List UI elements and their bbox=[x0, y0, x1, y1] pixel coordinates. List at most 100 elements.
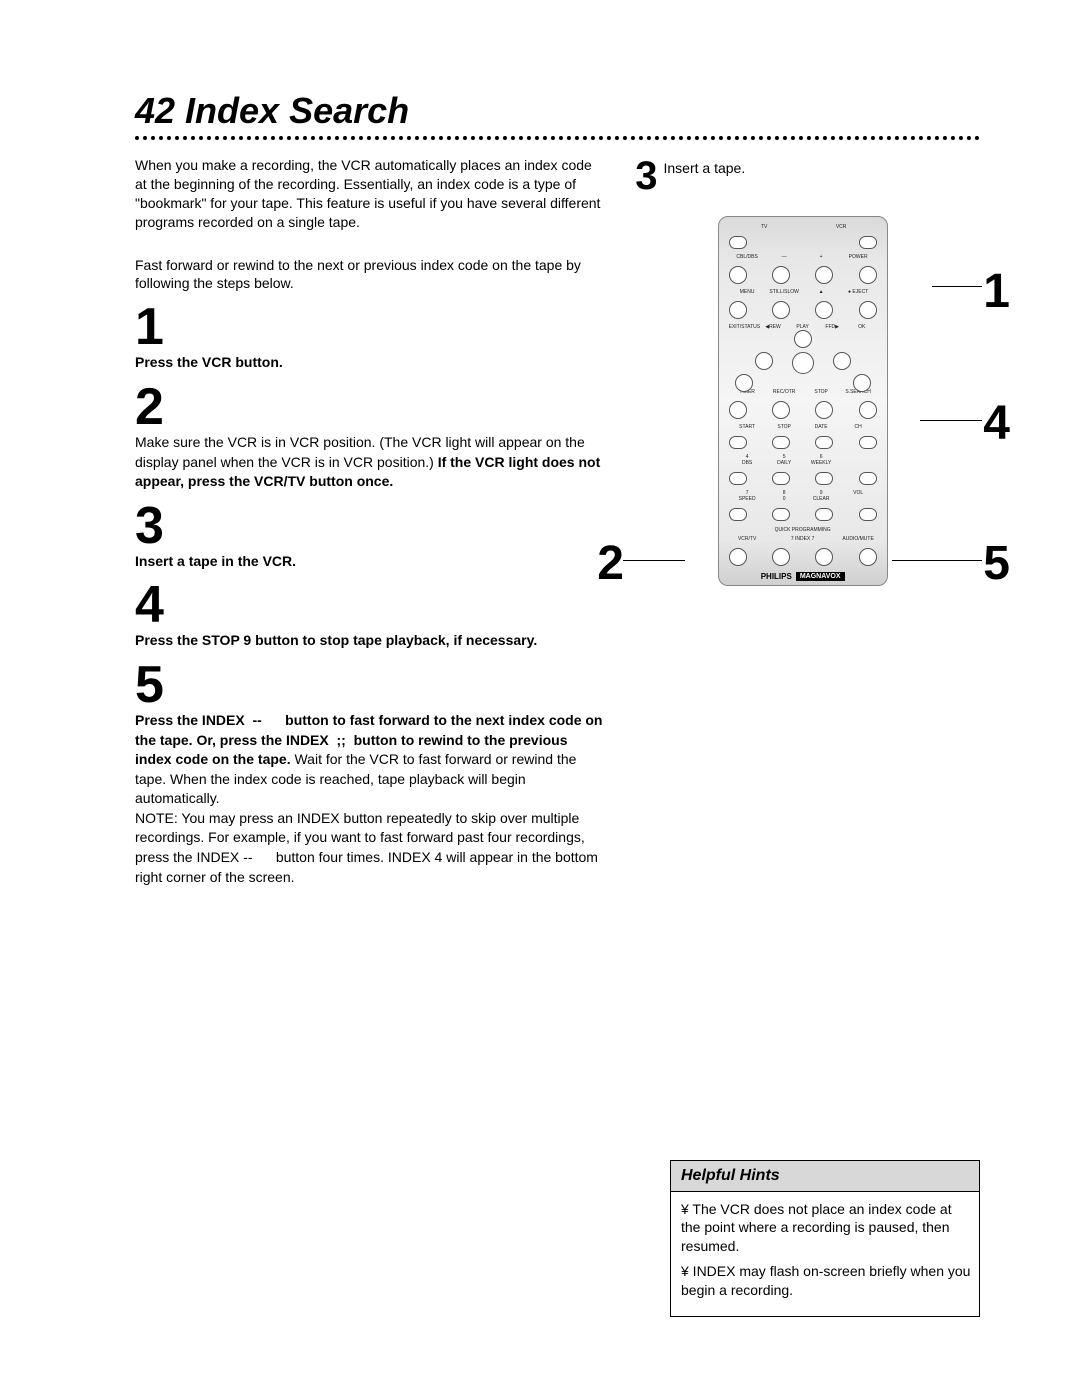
dpad-cluster bbox=[729, 330, 877, 390]
ch-dn-button bbox=[859, 472, 877, 485]
brand-philips: PHILIPS bbox=[761, 572, 792, 581]
remote-label: STOP bbox=[766, 425, 803, 430]
remote-label: AUDIO/MUTE bbox=[840, 537, 877, 542]
timer-button bbox=[729, 401, 747, 419]
remote-label: ▲ bbox=[803, 290, 840, 295]
remote-label: SPEED bbox=[729, 497, 766, 502]
hints-header: Helpful Hints bbox=[671, 1161, 979, 1192]
num-button bbox=[815, 436, 833, 449]
remote-button bbox=[729, 301, 747, 319]
remote-label: + bbox=[803, 255, 840, 260]
index-ffd-button bbox=[815, 548, 833, 566]
step-text: Press the VCR button. bbox=[135, 353, 605, 373]
remote-label: CH bbox=[840, 425, 877, 430]
remote-button bbox=[729, 266, 747, 284]
remote-label: STILL/SLOW bbox=[766, 290, 803, 295]
page-header: 42 Index Search bbox=[135, 90, 980, 132]
power-button bbox=[859, 266, 877, 284]
remote-label: CBL/DBS bbox=[729, 255, 766, 260]
callout-4: 4 bbox=[983, 396, 1010, 451]
remote-label: TV bbox=[729, 225, 800, 230]
remote-label: DBS bbox=[729, 461, 766, 466]
vcr-button bbox=[859, 236, 877, 249]
remote-button bbox=[815, 301, 833, 319]
hint-item: ¥ The VCR does not place an index code a… bbox=[681, 1200, 973, 1257]
qp-label: QUICK PROGRAMMING bbox=[729, 527, 877, 533]
brand-magnavox: MAGNAVOX bbox=[796, 572, 845, 581]
step-text: Press the INDEX -- button to fast forwar… bbox=[135, 711, 605, 887]
rec-button bbox=[772, 401, 790, 419]
intro-text: When you make a recording, the VCR autom… bbox=[135, 156, 605, 232]
num-button bbox=[815, 472, 833, 485]
ok-button bbox=[853, 374, 871, 392]
sub-text: Fast forward or rewind to the next or pr… bbox=[135, 256, 605, 294]
vol-button bbox=[859, 508, 877, 521]
callout-1: 1 bbox=[983, 264, 1010, 319]
right-caption: 3 Insert a tape. bbox=[635, 156, 980, 196]
remote-body: TV VCR CBL/DBS — + POWER bbox=[718, 216, 888, 586]
hint-item: ¥ INDEX may flash on-screen briefly when… bbox=[681, 1262, 973, 1300]
header-divider bbox=[135, 136, 980, 140]
callout-5: 5 bbox=[983, 536, 1010, 591]
remote-label: 7 INDEX 7 bbox=[766, 537, 840, 542]
ffd-button bbox=[833, 352, 851, 370]
exit-button bbox=[735, 374, 753, 392]
remote-label: — bbox=[766, 255, 803, 260]
remote-label: WEEKLY bbox=[803, 461, 840, 466]
remote-button bbox=[815, 266, 833, 284]
index-rew-button bbox=[772, 548, 790, 566]
page-number: 42 bbox=[135, 90, 175, 132]
leader-line bbox=[920, 420, 982, 421]
step-number: 4 bbox=[135, 579, 605, 631]
step-number: 5 bbox=[135, 659, 605, 711]
eject-button bbox=[859, 301, 877, 319]
remote-label: REC/OTR bbox=[766, 390, 803, 395]
step-number: 2 bbox=[135, 381, 605, 433]
num-button bbox=[772, 472, 790, 485]
page-title: Index Search bbox=[185, 90, 409, 132]
remote-label: POWER bbox=[840, 255, 877, 260]
hints-body: ¥ The VCR does not place an index code a… bbox=[671, 1192, 979, 1316]
num-button bbox=[772, 436, 790, 449]
remote-label: STOP bbox=[803, 390, 840, 395]
remote-label: VOL bbox=[840, 491, 877, 496]
remote-label: 0 bbox=[766, 497, 803, 502]
audio-mute-button bbox=[859, 548, 877, 566]
ssearch-button bbox=[859, 401, 877, 419]
clear-button bbox=[815, 508, 833, 521]
step-text: Press the STOP 9 button to stop tape pla… bbox=[135, 631, 605, 651]
remote-button bbox=[772, 301, 790, 319]
leader-line bbox=[623, 560, 685, 561]
helpful-hints-box: Helpful Hints ¥ The VCR does not place a… bbox=[670, 1160, 980, 1317]
left-column: When you make a recording, the VCR autom… bbox=[135, 156, 605, 887]
remote-label: VCR bbox=[806, 225, 877, 230]
remote-label: MENU bbox=[729, 290, 766, 295]
callout-2: 2 bbox=[597, 536, 624, 591]
step-text: Make sure the VCR is in VCR position. (T… bbox=[135, 433, 605, 492]
remote-label: DAILY bbox=[766, 461, 803, 466]
remote-label: CLEAR bbox=[803, 497, 840, 502]
remote-label: DATE bbox=[803, 425, 840, 430]
step-text: Insert a tape in the VCR. bbox=[135, 552, 605, 572]
remote-brand: PHILIPS MAGNAVOX bbox=[729, 572, 877, 581]
step-number: 3 bbox=[135, 500, 605, 552]
remote-label: START bbox=[729, 425, 766, 430]
stop-button-2 bbox=[815, 401, 833, 419]
speed-button bbox=[729, 508, 747, 521]
caption-text: Insert a tape. bbox=[664, 160, 746, 176]
play-button bbox=[794, 330, 812, 348]
tv-button bbox=[729, 236, 747, 249]
remote-label: VCR/TV bbox=[729, 537, 766, 542]
stop-button bbox=[792, 352, 814, 374]
num-button bbox=[729, 472, 747, 485]
ch-up-button bbox=[859, 436, 877, 449]
num-button bbox=[729, 436, 747, 449]
num-0-button bbox=[772, 508, 790, 521]
vcr-tv-button bbox=[729, 548, 747, 566]
right-column: 3 Insert a tape. 1 4 5 2 TV VCR bbox=[625, 156, 980, 887]
step-number: 1 bbox=[135, 301, 605, 353]
leader-line bbox=[892, 560, 982, 561]
leader-line bbox=[932, 286, 982, 287]
remote-diagram: 1 4 5 2 TV VCR CBL/DBS bbox=[625, 216, 980, 586]
remote-button bbox=[772, 266, 790, 284]
